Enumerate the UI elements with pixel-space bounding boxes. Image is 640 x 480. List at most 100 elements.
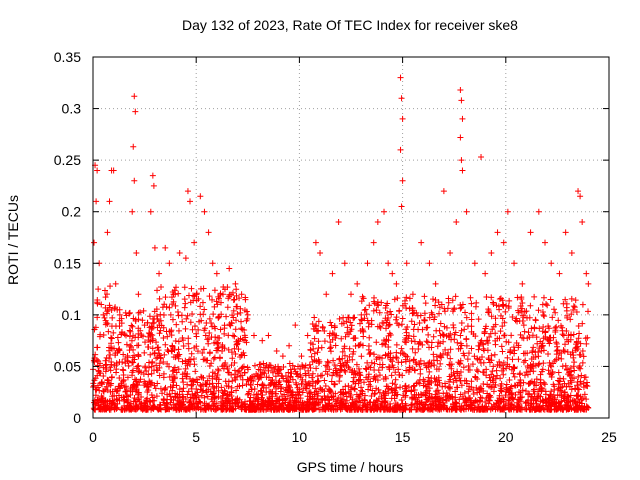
data-point <box>435 405 442 412</box>
data-point <box>337 360 344 367</box>
data-point <box>206 330 213 337</box>
data-point <box>324 393 331 400</box>
data-point <box>157 317 164 324</box>
data-point <box>568 249 575 256</box>
data-point <box>226 369 233 376</box>
data-point <box>504 354 511 361</box>
data-point <box>345 382 352 389</box>
data-point <box>166 304 173 311</box>
data-point <box>138 369 145 376</box>
data-point <box>238 318 245 325</box>
data-point <box>371 360 378 367</box>
data-point <box>548 373 555 380</box>
data-point <box>430 351 437 358</box>
data-point <box>447 249 454 256</box>
data-point <box>500 396 507 403</box>
data-point <box>170 354 177 361</box>
data-point <box>308 353 315 360</box>
data-point <box>391 296 398 303</box>
data-point <box>490 363 497 370</box>
data-point <box>169 316 176 323</box>
data-point <box>577 378 584 385</box>
data-point <box>585 308 592 315</box>
data-point <box>207 388 214 395</box>
data-point <box>102 294 109 301</box>
data-point <box>530 354 537 361</box>
data-point <box>347 319 354 326</box>
data-point <box>505 339 512 346</box>
data-point <box>187 319 194 326</box>
data-point <box>205 340 212 347</box>
data-point <box>230 314 237 321</box>
data-point <box>348 291 354 298</box>
data-point <box>225 332 232 339</box>
data-point <box>526 334 533 341</box>
data-point <box>476 389 483 396</box>
data-point <box>218 299 225 306</box>
data-point <box>340 361 347 368</box>
data-point <box>432 297 439 304</box>
data-point <box>250 332 257 339</box>
data-point <box>452 388 459 395</box>
data-point <box>130 332 137 339</box>
data-point <box>139 317 146 324</box>
data-point <box>503 384 510 391</box>
data-point <box>317 249 324 256</box>
data-point <box>202 325 209 332</box>
data-point <box>563 307 570 314</box>
data-point <box>561 380 568 387</box>
data-point <box>223 313 230 320</box>
data-point <box>350 315 357 322</box>
data-point <box>276 378 283 385</box>
data-point <box>562 341 569 348</box>
data-point <box>488 313 495 320</box>
data-point <box>453 219 460 226</box>
data-point <box>167 399 174 406</box>
data-point <box>199 299 206 306</box>
data-point <box>301 400 308 407</box>
data-point <box>213 270 220 277</box>
baseline-scatter <box>90 283 592 413</box>
data-point <box>103 354 110 361</box>
data-point <box>399 349 406 356</box>
data-point <box>568 331 575 338</box>
y-tick-label: 0.1 <box>62 307 82 323</box>
data-point <box>486 333 493 340</box>
data-point <box>188 350 195 357</box>
data-point <box>180 342 187 349</box>
data-point <box>474 375 481 382</box>
data-point <box>97 370 104 377</box>
data-point <box>221 286 228 293</box>
data-point <box>497 328 504 335</box>
data-point <box>432 394 439 401</box>
data-point <box>183 315 190 322</box>
data-point <box>157 355 164 362</box>
data-point <box>445 332 452 339</box>
data-point <box>492 375 499 382</box>
data-point <box>368 359 375 366</box>
data-point <box>540 360 547 367</box>
data-point <box>459 393 466 400</box>
data-point <box>498 343 505 350</box>
data-point <box>107 367 114 374</box>
data-point <box>339 348 346 355</box>
data-point <box>310 401 317 408</box>
data-point <box>577 193 584 200</box>
data-point <box>469 361 476 368</box>
data-point <box>230 307 237 314</box>
data-point <box>536 360 543 367</box>
data-point <box>382 388 389 395</box>
data-point <box>541 381 548 388</box>
data-point <box>402 394 409 401</box>
data-point <box>444 406 451 413</box>
data-point <box>151 349 158 356</box>
data-point <box>215 387 222 394</box>
data-point <box>100 331 107 338</box>
data-point <box>103 319 110 326</box>
data-point <box>393 341 400 348</box>
data-point <box>238 351 245 358</box>
data-point <box>480 340 487 347</box>
data-point <box>385 350 392 357</box>
data-point <box>509 394 516 401</box>
data-point <box>428 339 435 346</box>
